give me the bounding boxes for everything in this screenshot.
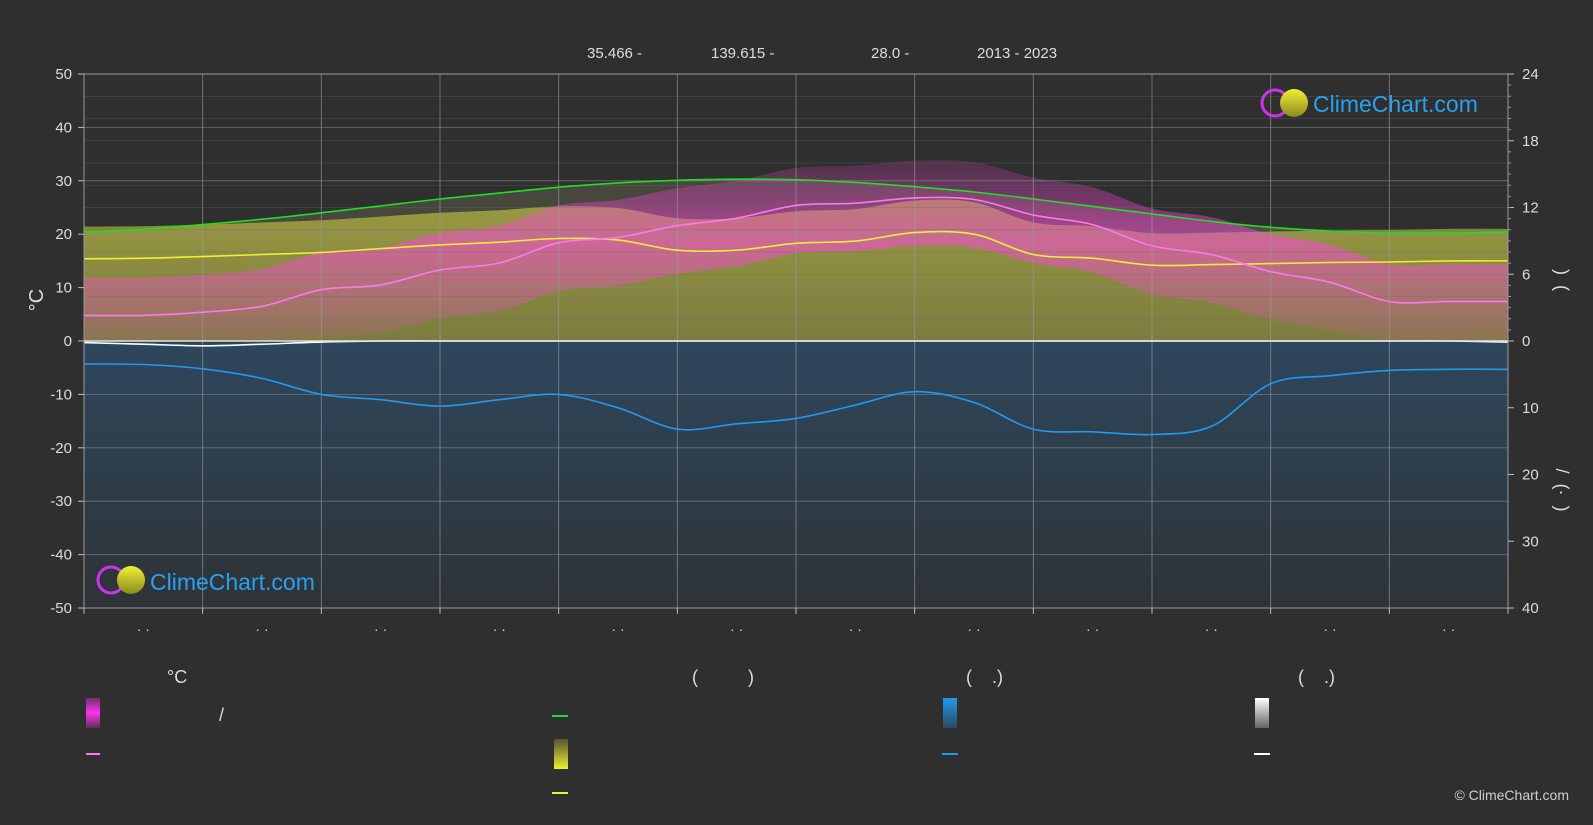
header-elevation: 28.0 - (871, 45, 909, 62)
brand-name-bottom: ClimeChart.com (150, 569, 315, 595)
daylight-line (83, 178, 1509, 235)
right-tick-label: 40 (1522, 600, 1539, 617)
x-tick-label: · · (849, 621, 862, 637)
legend-temp-band-swatch (86, 698, 100, 728)
plot-area (83, 73, 1509, 609)
left-tick-label: 10 (55, 280, 72, 297)
brand-logo-top[interactable]: ClimeChart.com (1260, 88, 1478, 118)
right-tick-label: 12 (1522, 200, 1539, 217)
left-tick-label: -50 (50, 600, 72, 617)
precipitation-line (83, 363, 1509, 436)
brand-logo-bottom[interactable]: ClimeChart.com (96, 565, 315, 595)
x-tick-label: · · (493, 621, 506, 637)
copyright-text: © ClimeChart.com (1454, 787, 1569, 803)
legend-precip-band-swatch (943, 698, 957, 728)
right-axis-upper-label: ) ( (1552, 269, 1572, 291)
right-axis: 24 18 12 6 0 10 20 30 40 (1508, 66, 1539, 617)
logo-sun-icon (1280, 89, 1308, 117)
right-tick-label: 18 (1522, 133, 1539, 150)
sunshine-line (83, 230, 1509, 267)
logo-sun-icon (117, 566, 145, 594)
right-tick-label: 30 (1522, 533, 1539, 550)
right-tick-label: 20 (1522, 467, 1539, 484)
left-tick-label: 0 (64, 333, 72, 350)
temperature-line (83, 196, 1508, 317)
x-tick-label: · · (255, 621, 268, 637)
left-tick-label: -10 (50, 386, 72, 403)
x-tick-label: · · (611, 621, 624, 637)
legend: °C / ( ) ( .) ( .) (86, 667, 1335, 794)
left-axis: 50 40 30 20 10 0 -10 -20 -30 -40 -50 (50, 66, 84, 617)
x-tick-label: · · (1442, 621, 1455, 637)
legend-snow-band-swatch (1255, 698, 1269, 728)
left-tick-label: 40 (55, 119, 72, 136)
legend-sunshine-band-swatch (554, 739, 568, 769)
header-latitude: 35.466 - (587, 45, 642, 62)
series-lines (83, 178, 1509, 436)
left-axis-label: °C (26, 289, 48, 311)
left-tick-label: -40 (50, 547, 72, 564)
x-axis: · · · · · · · · · · · · · · · · · · · · · · · · (83, 608, 1509, 637)
legend-col2-header: ( ) (692, 667, 754, 687)
right-tick-label: 6 (1522, 266, 1530, 283)
left-tick-label: 30 (55, 173, 72, 190)
x-tick-label: · · (1086, 621, 1099, 637)
legend-col1-header: °C (167, 667, 187, 687)
header-years: 2013 - 2023 (977, 45, 1057, 62)
right-tick-label: 10 (1522, 400, 1539, 417)
x-tick-label: · · (1323, 621, 1336, 637)
x-tick-label: · · (1205, 621, 1218, 637)
x-tick-label: · · (730, 621, 743, 637)
right-tick-label: 0 (1522, 333, 1530, 350)
legend-col4-header: ( .) (1298, 667, 1335, 687)
brand-name-top: ClimeChart.com (1313, 91, 1478, 117)
x-tick-label: · · (374, 621, 387, 637)
right-tick-label: 24 (1522, 66, 1539, 83)
legend-col3-header: ( .) (966, 667, 1003, 687)
left-tick-label: 20 (55, 226, 72, 243)
left-tick-label: -30 (50, 493, 72, 510)
right-axis-lower-label: / (· ) (1552, 469, 1572, 512)
header-longitude: 139.615 - (711, 45, 774, 62)
left-tick-label: 50 (55, 66, 72, 83)
x-tick-label: · · (137, 621, 150, 637)
x-tick-label: · · (967, 621, 980, 637)
legend-col1-slash: / (219, 705, 224, 725)
left-tick-label: -20 (50, 440, 72, 457)
